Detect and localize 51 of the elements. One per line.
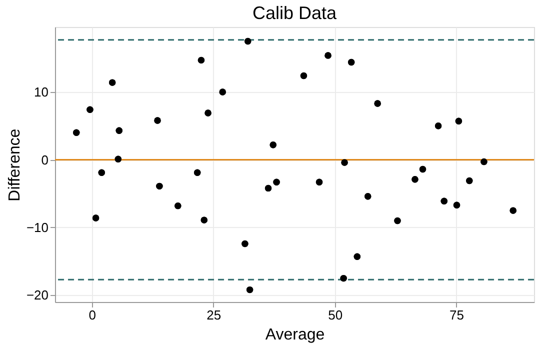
y-tick-label: −10 — [26, 220, 48, 235]
point — [114, 156, 122, 162]
point — [270, 142, 276, 148]
point — [92, 214, 100, 222]
point — [324, 52, 332, 59]
point — [316, 178, 323, 186]
chart-title: Calib Data — [252, 3, 338, 23]
point — [194, 169, 201, 176]
point — [453, 202, 460, 208]
point — [198, 56, 205, 64]
point — [374, 100, 381, 107]
point — [246, 286, 254, 294]
point — [455, 118, 462, 124]
x-tick-label: 25 — [206, 308, 222, 322]
point — [156, 182, 163, 190]
point — [466, 177, 473, 184]
point — [394, 217, 401, 224]
point — [219, 88, 226, 96]
point — [354, 253, 361, 260]
y-tick-label: 0 — [41, 152, 48, 168]
point — [154, 117, 161, 124]
point — [204, 110, 212, 116]
point — [480, 158, 488, 166]
x-axis-title: Average — [265, 326, 325, 344]
point — [244, 38, 252, 45]
point — [419, 166, 426, 173]
y-axis-title: Difference — [6, 128, 24, 202]
point — [264, 184, 272, 192]
point — [300, 72, 308, 80]
x-tick-label: 75 — [450, 308, 464, 322]
y-tick-label: 10 — [34, 84, 48, 100]
point — [440, 198, 448, 204]
y-tick-label: −20 — [26, 288, 48, 303]
point — [341, 159, 348, 166]
point — [174, 202, 182, 210]
point — [412, 176, 418, 183]
x-tick-label: 0 — [88, 308, 96, 322]
point — [242, 240, 248, 248]
point — [348, 58, 355, 66]
point — [73, 129, 80, 136]
point — [116, 127, 122, 134]
point — [510, 207, 516, 214]
point — [434, 122, 442, 130]
point — [364, 192, 372, 200]
point — [86, 106, 94, 113]
point — [108, 79, 116, 86]
point — [200, 216, 208, 224]
point — [98, 169, 105, 176]
x-tick-label: 50 — [328, 308, 343, 322]
point — [340, 274, 347, 282]
point — [273, 178, 280, 186]
